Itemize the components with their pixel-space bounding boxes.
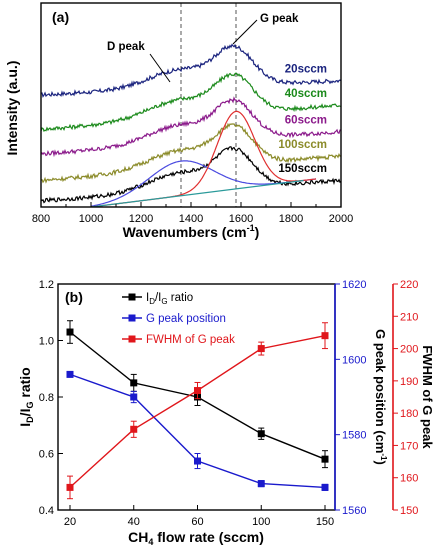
data-point	[194, 457, 201, 465]
left-tick-label: 0.6	[39, 449, 54, 461]
x-tick-label: 20	[64, 516, 76, 528]
right1-tick-label: 1600	[342, 354, 366, 366]
series-label-20sccm: 20sccm	[285, 63, 327, 75]
fit-baseline	[90, 179, 304, 207]
data-point	[257, 345, 265, 353]
data-point	[257, 480, 265, 488]
series-labels: 20sccm 40sccm 60sccm 100sccm 150sccm	[278, 63, 327, 175]
data-point	[130, 425, 138, 433]
x-tick-label: 40	[128, 516, 140, 528]
x-tick-label: 1400	[179, 213, 203, 225]
g-peak-pointer	[232, 19, 258, 45]
right1-tick-label: 1580	[342, 430, 366, 442]
panel-b-summary: 20 40 60 100 150 0.4 0.6 0.8 1.0 1.2 1560 1580 1600 1…	[17, 279, 435, 547]
spectrum-150sccm	[41, 146, 341, 204]
right-axis-fwhm-label: FWHM of G peak	[420, 345, 435, 449]
right2-tick-label: 220	[400, 279, 418, 291]
right2-tick-label: 200	[400, 344, 418, 356]
panel-a-label: (a)	[52, 9, 69, 25]
x-tick-label: 60	[191, 516, 203, 528]
panel-b-series	[66, 320, 329, 500]
data-point	[321, 455, 329, 463]
right2-tick-label: 180	[400, 408, 418, 420]
right2-tick-label: 210	[400, 311, 418, 323]
right1-tick-label: 1620	[342, 279, 366, 291]
right2-tick-label: 190	[400, 376, 418, 388]
g-peak-annotation: G peak	[260, 13, 299, 25]
left-tick-label: 0.4	[39, 505, 54, 517]
spectrum-60sccm	[41, 96, 341, 158]
legend: ID/IG ratio G peak position FWHM of G pe…	[122, 292, 235, 346]
spectrum-100sccm	[41, 122, 341, 184]
series-label-100sccm: 100sccm	[278, 139, 327, 151]
legend-label-fwhm: FWHM of G peak	[146, 334, 235, 346]
panel-a-x-ticks: 800 1000 1200 1400 1600 1800 2000	[32, 202, 353, 225]
legend-label-gpos: G peak position	[146, 313, 226, 325]
data-point	[194, 387, 201, 395]
right-axis-gpos-label: G peak position (cm-1)	[373, 329, 388, 465]
x-tick-label: 1600	[229, 213, 253, 225]
spectra-traces	[41, 3, 341, 207]
panel-b-x-label: CH4 flow rate (sccm)	[128, 529, 264, 547]
data-point	[257, 430, 265, 438]
panel-a-x-label: Wavenumbers (cm-1)	[123, 223, 260, 240]
left-axis-label: ID/IG ratio	[17, 367, 35, 426]
x-tick-label: 100	[252, 516, 270, 528]
x-tick-label: 2000	[329, 213, 353, 225]
panel-b-label: (b)	[65, 289, 83, 305]
data-point	[321, 332, 329, 340]
x-tick-label: 1200	[129, 213, 153, 225]
d-peak-annotation: D peak	[107, 41, 145, 53]
panel-a-y-label: Intensity (a.u.)	[4, 61, 20, 156]
x-tick-label: 1800	[279, 213, 303, 225]
series-label-150sccm: 150sccm	[278, 163, 327, 175]
data-point	[66, 370, 74, 378]
legend-label-ratio: ID/IG ratio	[146, 292, 193, 306]
x-tick-label: 150	[316, 516, 334, 528]
data-point	[321, 483, 329, 491]
spectrum-20sccm	[41, 43, 341, 98]
right1-tick-label: 1560	[342, 505, 366, 517]
series-label-60sccm: 60sccm	[285, 114, 327, 126]
x-tick-label: 800	[32, 213, 50, 225]
right2-tick-label: 150	[400, 505, 418, 517]
left-tick-label: 1.0	[39, 336, 54, 348]
x-tick-label: 1000	[79, 213, 103, 225]
legend-marker-ratio	[128, 293, 136, 301]
legend-marker-gpos	[128, 314, 136, 322]
data-point	[130, 379, 138, 387]
right2-tick-label: 170	[400, 440, 418, 452]
data-point	[130, 393, 138, 401]
panel-a-raman-spectra: 800 1000 1200 1400 1600 1800 2000 (a) D peak G…	[4, 2, 353, 240]
left-tick-label: 1.2	[39, 279, 54, 291]
right2-tick-label: 160	[400, 473, 418, 485]
left-tick-label: 0.8	[39, 392, 54, 404]
data-point	[66, 328, 74, 336]
series-label-40sccm: 40sccm	[285, 88, 327, 100]
d-peak-pointer	[149, 53, 171, 83]
spectrum-40sccm	[41, 72, 341, 132]
panel-b-ticks: 20 40 60 100 150 0.4 0.6 0.8 1.0 1.2 1560 1580 1600 1…	[39, 279, 419, 528]
data-point	[66, 483, 74, 491]
legend-marker-fwhm	[128, 335, 136, 343]
